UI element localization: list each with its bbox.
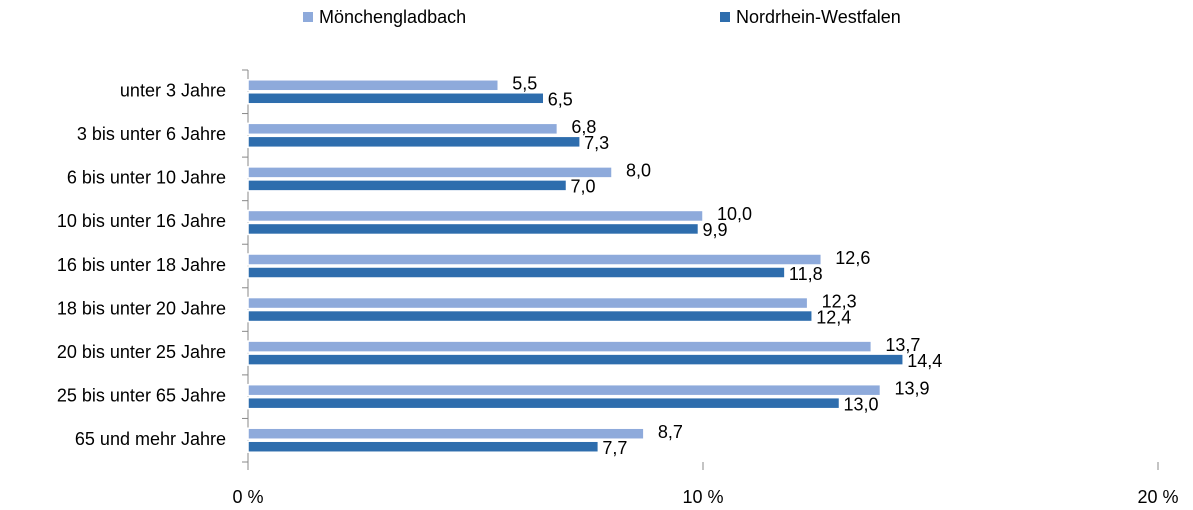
data-label: 12,4: [816, 307, 851, 327]
bar: [247, 222, 700, 236]
data-label: 6,8: [571, 117, 596, 137]
y-tick-label: 65 und mehr Jahre: [75, 429, 226, 449]
legend-label: Nordrhein-Westfalen: [736, 7, 901, 27]
bar: [247, 209, 704, 223]
bar: [247, 440, 600, 453]
data-label: 13,0: [844, 394, 879, 414]
x-tick-label: 20 %: [1137, 487, 1178, 507]
legend-marker: [720, 12, 730, 22]
bar: [247, 179, 568, 192]
y-tick-label: unter 3 Jahre: [120, 81, 226, 101]
y-tick-label: 25 bis unter 65 Jahre: [57, 385, 226, 405]
legend-label: Mönchengladbach: [319, 7, 466, 27]
data-label: 10,0: [717, 204, 752, 224]
data-label: 13,7: [885, 335, 920, 355]
y-tick-label: 16 bis unter 18 Jahre: [57, 255, 226, 275]
bar: [247, 396, 841, 410]
bar: [247, 353, 904, 366]
data-label: 8,0: [626, 161, 651, 181]
y-tick-label: 20 bis unter 25 Jahre: [57, 342, 226, 362]
data-label: 14,4: [907, 351, 942, 371]
data-label: 12,6: [835, 248, 870, 268]
data-label: 12,3: [822, 291, 857, 311]
data-label: 9,9: [702, 220, 727, 240]
bar: [247, 340, 873, 353]
data-label: 6,5: [548, 90, 573, 110]
y-tick-label: 3 bis unter 6 Jahre: [77, 124, 226, 144]
data-label: 7,7: [602, 438, 627, 458]
bar: [247, 383, 882, 397]
data-label: 13,9: [894, 378, 929, 398]
x-tick-label: 10 %: [682, 487, 723, 507]
data-label: 7,3: [584, 133, 609, 153]
bar: [247, 79, 499, 92]
bar: [247, 92, 545, 105]
data-label: 5,5: [512, 74, 537, 94]
bar: [247, 266, 786, 279]
bar: [247, 427, 645, 440]
x-tick-label: 0 %: [232, 487, 263, 507]
bar: [247, 166, 613, 179]
data-label: 11,8: [789, 264, 823, 284]
y-tick-label: 10 bis unter 16 Jahre: [57, 211, 226, 231]
bar: [247, 135, 581, 149]
bar: [247, 122, 559, 136]
bar: [247, 253, 823, 266]
bar: [247, 309, 813, 323]
legend-marker: [303, 12, 313, 22]
y-tick-label: 6 bis unter 10 Jahre: [67, 168, 226, 188]
y-tick-label: 18 bis unter 20 Jahre: [57, 298, 226, 318]
data-label: 7,0: [571, 177, 596, 197]
data-label: 8,7: [658, 422, 683, 442]
bar: [247, 296, 809, 310]
